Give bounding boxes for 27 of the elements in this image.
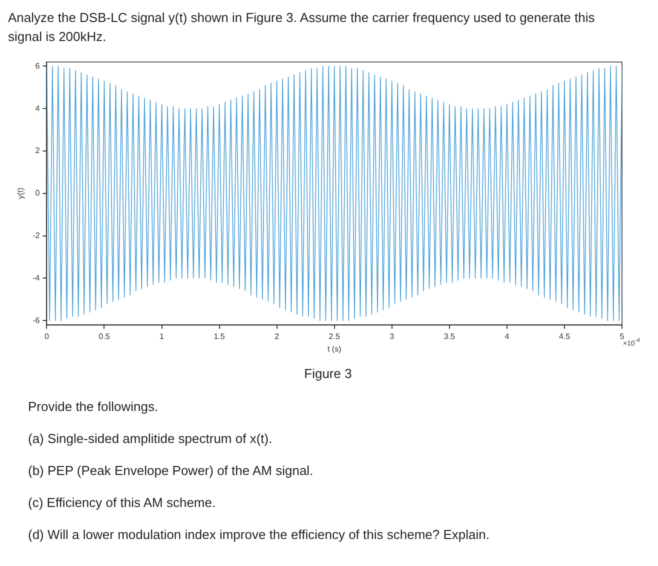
y-axis-title: y(t) (16, 187, 26, 200)
text: (a) Single-sided amplitide spectrum of x(t). (28, 431, 274, 448)
y-tick-label: -6 (32, 316, 40, 325)
x-tick-label: 2.5 (328, 332, 340, 341)
text: (d) Will a lower modulation index improve the efficiency of this scheme? Explain. (28, 527, 490, 544)
x-tick-label: 5 (620, 332, 625, 341)
chart-title: Analyze the DSB-LC signal y(t) shown in Figure 3. Assume the carrier frequency used to generate this signal is 200kHz. (8, 9, 596, 46)
y-tick-label: 2 (35, 146, 40, 156)
x-tick-label: 1 (160, 332, 165, 341)
x-tick-label: 2 (274, 332, 280, 341)
y-tick-label: -2 (32, 230, 40, 240)
y-tick-label: 0 (35, 188, 40, 198)
x-tick-label: 1.5 (214, 332, 226, 341)
x-tick-label: 4 (504, 332, 510, 341)
x-tick-label: 0 (44, 332, 50, 341)
x-tick-label: 4.5 (558, 332, 571, 341)
x-tick-label: 3.5 (444, 332, 456, 341)
y-tick-label: -4 (32, 273, 40, 282)
text: (c) Efficiency of this AM scheme. (28, 495, 217, 512)
y-tick-label: 6 (35, 61, 40, 70)
text: Provide the followings. (28, 399, 160, 416)
caption: Figure 3 (303, 366, 353, 381)
x-tick-label: 3 (390, 332, 395, 341)
y-tick-label: 4 (35, 104, 40, 113)
x-axis-title: t (s) (327, 344, 342, 354)
x-tick-label: 0.5 (98, 332, 110, 341)
text: (b) PEP (Peak Envelope Power) of the AM signal. (28, 463, 314, 480)
